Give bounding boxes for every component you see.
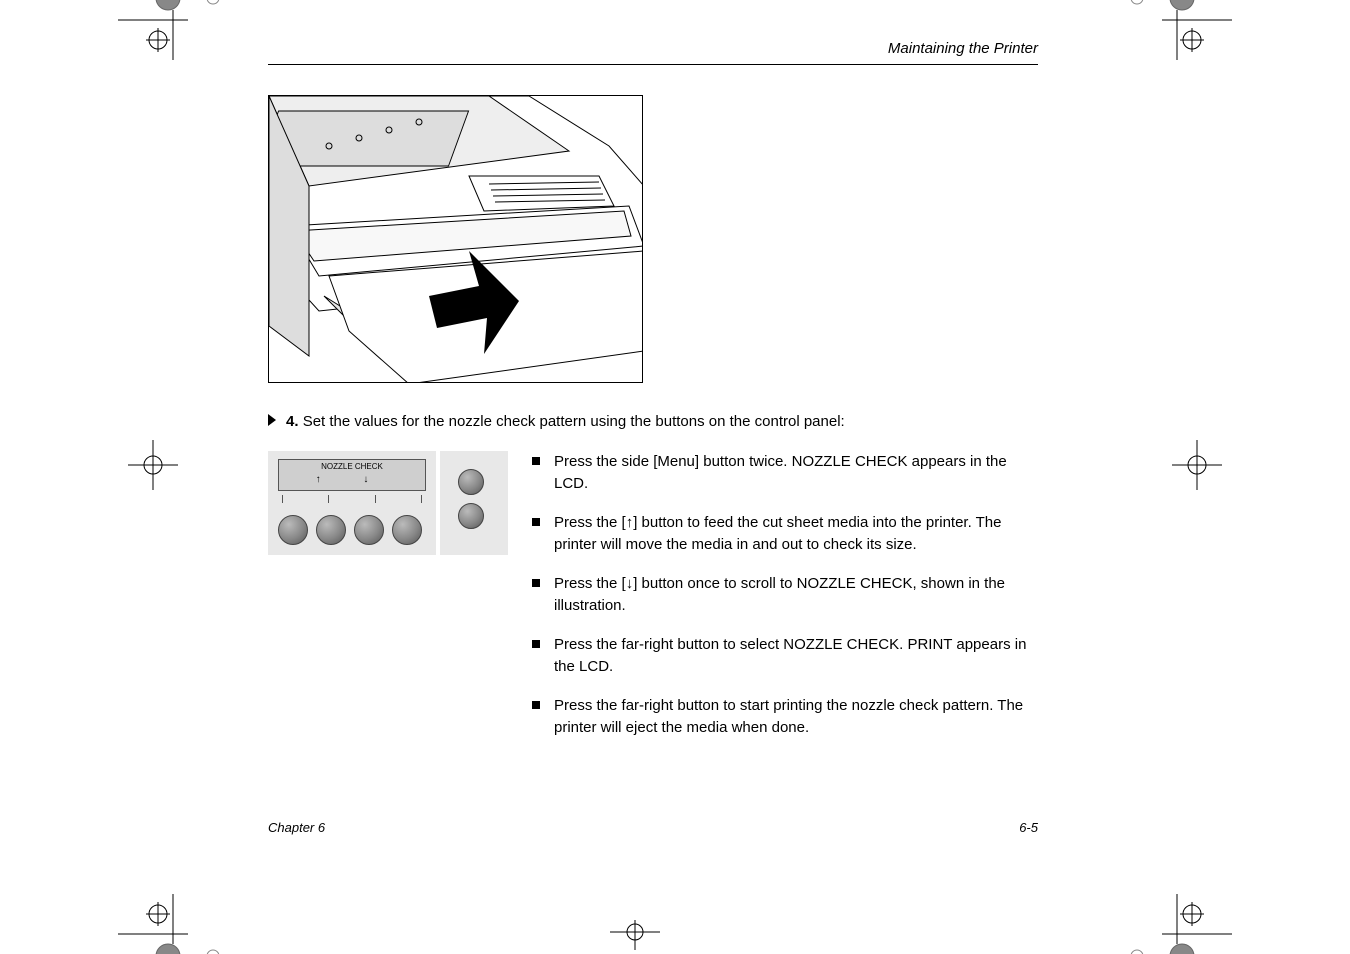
bullet-4: Press the far-right button to select NOZ…: [532, 634, 1038, 679]
side-target-left: [128, 440, 178, 490]
printer-illustration: [268, 95, 643, 383]
footer-right: 6-5: [1019, 820, 1038, 835]
panel-button-2: [316, 515, 346, 545]
crop-mark-bottom-right: [1112, 894, 1232, 954]
crop-mark-top-right: [1112, 0, 1232, 60]
panel-side-button-1: [458, 469, 484, 495]
bullet-1: Press the side [Menu] button twice. NOZZ…: [532, 451, 1038, 496]
bullet-3: Press the [↓] button once to scroll to N…: [532, 573, 1038, 618]
step-text: Set the values for the nozzle check patt…: [303, 413, 845, 430]
panel-button-4: [392, 515, 422, 545]
bullet-5: Press the far-right button to start prin…: [532, 695, 1038, 740]
panel-button-1: [278, 515, 308, 545]
bullet-2: Press the [↑] button to feed the cut she…: [532, 512, 1038, 557]
control-panel-illustration: NOZZLE CHECK ↑ ↓: [268, 451, 510, 555]
panel-side-button-2: [458, 503, 484, 529]
header-rule: [268, 64, 1038, 65]
section-heading: Maintaining the Printer: [888, 40, 1038, 57]
page-content: Maintaining the Printer: [268, 40, 1038, 756]
crop-mark-bottom-left: [118, 894, 238, 954]
step-caret-icon: [268, 414, 276, 426]
side-target-right: [1172, 440, 1222, 490]
instruction-bullets: Press the side [Menu] button twice. NOZZ…: [532, 451, 1038, 756]
crop-mark-top-left: [118, 0, 238, 60]
footer-left: Chapter 6: [268, 820, 325, 835]
page-footer: Chapter 6 6-5: [268, 820, 1038, 835]
side-target-bottom: [610, 920, 660, 950]
panel-button-3: [354, 515, 384, 545]
step-4: 4. Set the values for the nozzle check p…: [268, 411, 1038, 433]
lcd-display: NOZZLE CHECK ↑ ↓: [278, 459, 426, 491]
